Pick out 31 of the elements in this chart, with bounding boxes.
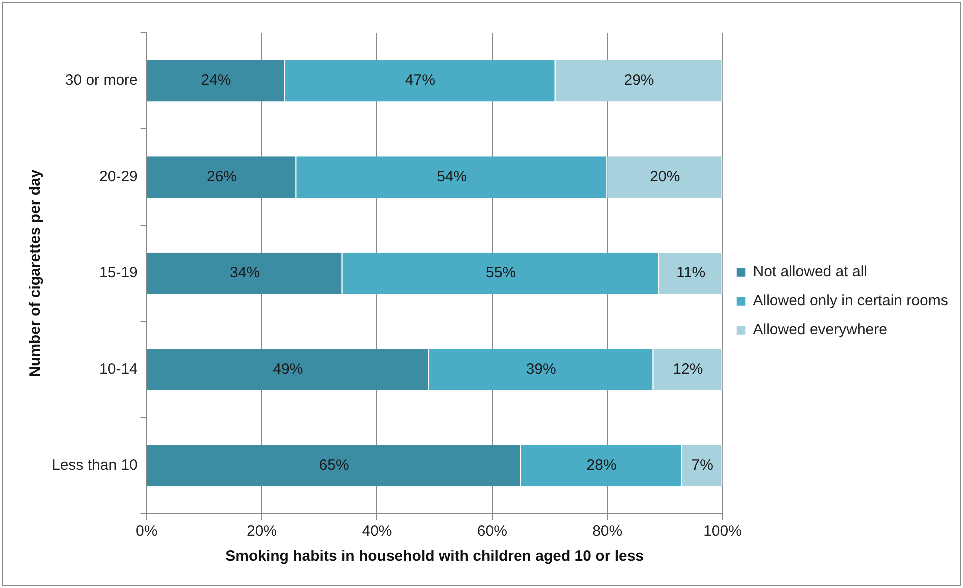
x-tick-label: 40% [362,523,392,540]
data-label: 39% [526,360,556,378]
y-tick-label: Less than 10 [52,457,138,474]
data-label: 24% [201,72,232,90]
data-label: 7% [692,457,714,474]
legend-label: Not allowed at all [753,264,868,281]
data-label: 20% [650,168,680,186]
legend-label: Allowed only in certain rooms [753,292,948,310]
x-tick-label: 80% [592,523,623,540]
y-tick-label: 10-14 [100,360,138,378]
y-tick-label: 15-19 [100,264,138,282]
data-label: 12% [673,360,704,378]
x-tick-label: 20% [247,523,278,540]
data-label: 28% [586,457,617,474]
data-label: 55% [486,264,516,282]
y-axis-title: Number of cigarettes per day [27,169,44,378]
x-tick-label: 60% [477,523,508,540]
legend-label: Allowed everywhere [753,322,888,339]
x-axis-title: Smoking habits in household with children aged 10 or less [226,548,644,566]
data-label: 34% [230,264,260,282]
data-label: 11% [676,264,706,282]
data-label: 47% [405,72,436,90]
x-tick-label: 100% [704,523,742,540]
data-label: 26% [206,168,238,186]
x-tick-label: 0% [136,523,158,540]
data-label: 29% [624,72,654,90]
y-tick-label: 30 or more [65,72,138,90]
data-label: 65% [319,457,350,474]
y-tick-label: 20-29 [100,168,138,186]
data-label: 49% [273,360,304,378]
data-label: 54% [437,168,468,186]
